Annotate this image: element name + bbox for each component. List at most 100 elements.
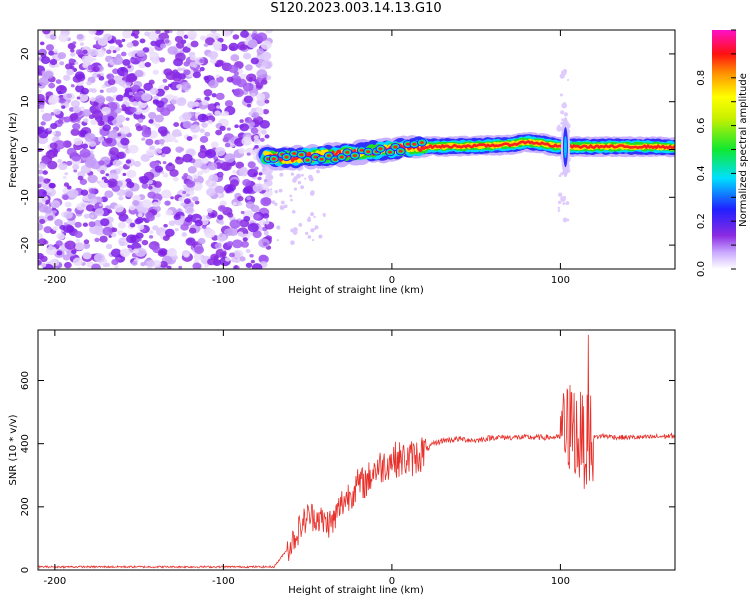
noise-speck	[38, 259, 42, 266]
noise-speck	[292, 178, 297, 183]
noise-speck	[105, 95, 113, 102]
noise-speck	[124, 149, 131, 155]
noise-speck	[280, 200, 285, 205]
ridge-blob	[393, 145, 398, 149]
noise-speck	[76, 238, 80, 243]
noise-speck	[168, 247, 176, 254]
ridge-blob	[405, 142, 410, 146]
x-tick-label: 0	[389, 275, 395, 286]
noise-speck	[207, 162, 218, 171]
colorbar-tick-label: 0.6	[696, 118, 707, 134]
noise-speck	[241, 136, 253, 146]
noise-speck	[214, 185, 225, 194]
noise-speck	[262, 109, 270, 115]
noise-speck	[314, 225, 319, 230]
noise-speck	[152, 225, 159, 231]
noise-speck	[39, 41, 45, 46]
noise-speck	[45, 150, 56, 159]
noise-speck	[232, 170, 237, 174]
noise-speck	[183, 198, 191, 204]
noise-speck	[111, 119, 117, 124]
noise-speck	[190, 40, 199, 48]
y-tick-label: 20	[20, 48, 31, 61]
noise-speck	[290, 240, 295, 245]
noise-speck	[214, 110, 221, 116]
noise-speck	[165, 209, 173, 216]
noise-speck	[75, 49, 83, 56]
noise-speck	[194, 245, 204, 255]
noise-speck	[243, 215, 251, 222]
noise-speck	[94, 95, 106, 104]
noise-speck	[142, 217, 147, 221]
noise-speck	[138, 61, 147, 69]
noise-speck	[145, 212, 154, 219]
noise-speck	[255, 82, 264, 89]
noise-speck	[224, 142, 231, 148]
noise-speck	[145, 149, 155, 157]
noise-speck	[204, 131, 211, 137]
noise-speck	[289, 194, 293, 198]
noise-speck	[141, 199, 152, 209]
noise-speck	[91, 73, 99, 79]
noise-speck	[92, 66, 100, 73]
noise-speck	[318, 234, 323, 239]
noise-speck	[274, 202, 278, 206]
noise-speck	[63, 74, 71, 81]
noise-speck	[210, 30, 217, 34]
noise-speck	[119, 240, 126, 247]
noise-speck	[199, 135, 209, 143]
noise-speck	[226, 240, 234, 247]
noise-speck	[115, 47, 121, 52]
noise-speck	[71, 153, 81, 162]
noise-speck	[310, 212, 315, 217]
noise-speck	[252, 230, 262, 239]
noise-speck	[69, 113, 79, 121]
noise-speck	[111, 259, 119, 266]
noise-speck	[271, 200, 276, 205]
noise-speck	[164, 228, 175, 237]
noise-speck	[214, 63, 219, 68]
noise-speck	[38, 204, 49, 213]
noise-speck	[74, 71, 85, 80]
noise-speck	[89, 48, 98, 57]
noise-speck	[117, 221, 126, 229]
noise-speck	[239, 44, 246, 50]
noise-speck	[148, 243, 155, 249]
noise-speck	[313, 215, 316, 219]
noise-speck	[193, 252, 203, 261]
noise-speck	[132, 200, 140, 206]
noise-speck	[91, 109, 104, 120]
colorbar-tick-label: 0.8	[696, 70, 707, 86]
y-tick-label: 600	[20, 371, 31, 390]
noise-speck	[148, 119, 154, 124]
noise-speck	[219, 220, 225, 225]
colorbar-tick-label: 0.4	[696, 165, 707, 181]
noise-speck	[143, 82, 154, 91]
noise-speck	[164, 39, 170, 44]
noise-speck	[177, 67, 183, 72]
noise-speck	[173, 122, 180, 128]
noise-speck	[112, 50, 117, 54]
noise-speck	[120, 137, 130, 146]
colorbar: 0.0 0.2 0.4 0.6 0.8 Normalized spectral ampl…	[696, 29, 749, 277]
noise-speck	[117, 230, 124, 236]
noise-speck	[167, 165, 174, 171]
noise-speck	[173, 176, 179, 182]
noise-speck	[242, 187, 250, 194]
noise-speck	[166, 234, 171, 238]
noise-speck	[222, 111, 229, 117]
x-tick-label: -200	[44, 576, 67, 587]
noise-speck	[557, 209, 561, 212]
noise-speck	[129, 222, 136, 228]
noise-speck	[260, 129, 267, 135]
noise-speck	[186, 136, 193, 142]
noise-speck	[62, 224, 74, 233]
noise-speck	[226, 127, 231, 131]
noise-speck	[187, 166, 197, 174]
noise-speck	[220, 161, 232, 172]
noise-speck	[310, 228, 315, 233]
noise-speck	[247, 222, 259, 233]
noise-speck	[133, 160, 142, 168]
noise-speck	[67, 188, 79, 199]
